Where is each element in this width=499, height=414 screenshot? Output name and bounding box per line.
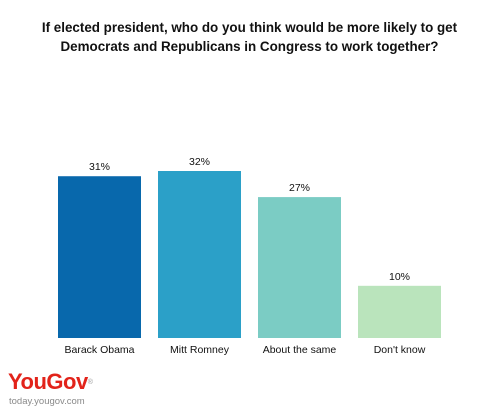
- category-label-2: About the same: [263, 344, 337, 356]
- chart-title-line-1: If elected president, who do you think w…: [41, 20, 458, 35]
- chart-title-line-2: Democrats and Republicans in Congress to…: [60, 39, 439, 54]
- value-label-2: 27%: [289, 182, 310, 194]
- category-label-3: Don't know: [374, 344, 426, 356]
- logo-text: YouGov: [8, 369, 88, 394]
- logo-trademark: ®: [87, 379, 93, 386]
- value-label-1: 32%: [189, 156, 210, 168]
- value-label-3: 10%: [389, 271, 410, 283]
- bar-3: [358, 285, 441, 338]
- yougov-logo: YouGov®: [8, 369, 93, 394]
- category-label-1: Mitt Romney: [170, 344, 230, 356]
- bar-2: [258, 197, 341, 338]
- source-url: today.yougov.com: [9, 396, 85, 407]
- bar-1: [158, 171, 241, 338]
- chart-title: If elected president, who do you think w…: [10, 18, 489, 56]
- value-label-0: 31%: [89, 161, 110, 173]
- category-label-0: Barack Obama: [64, 344, 134, 356]
- bar-0: [58, 176, 141, 338]
